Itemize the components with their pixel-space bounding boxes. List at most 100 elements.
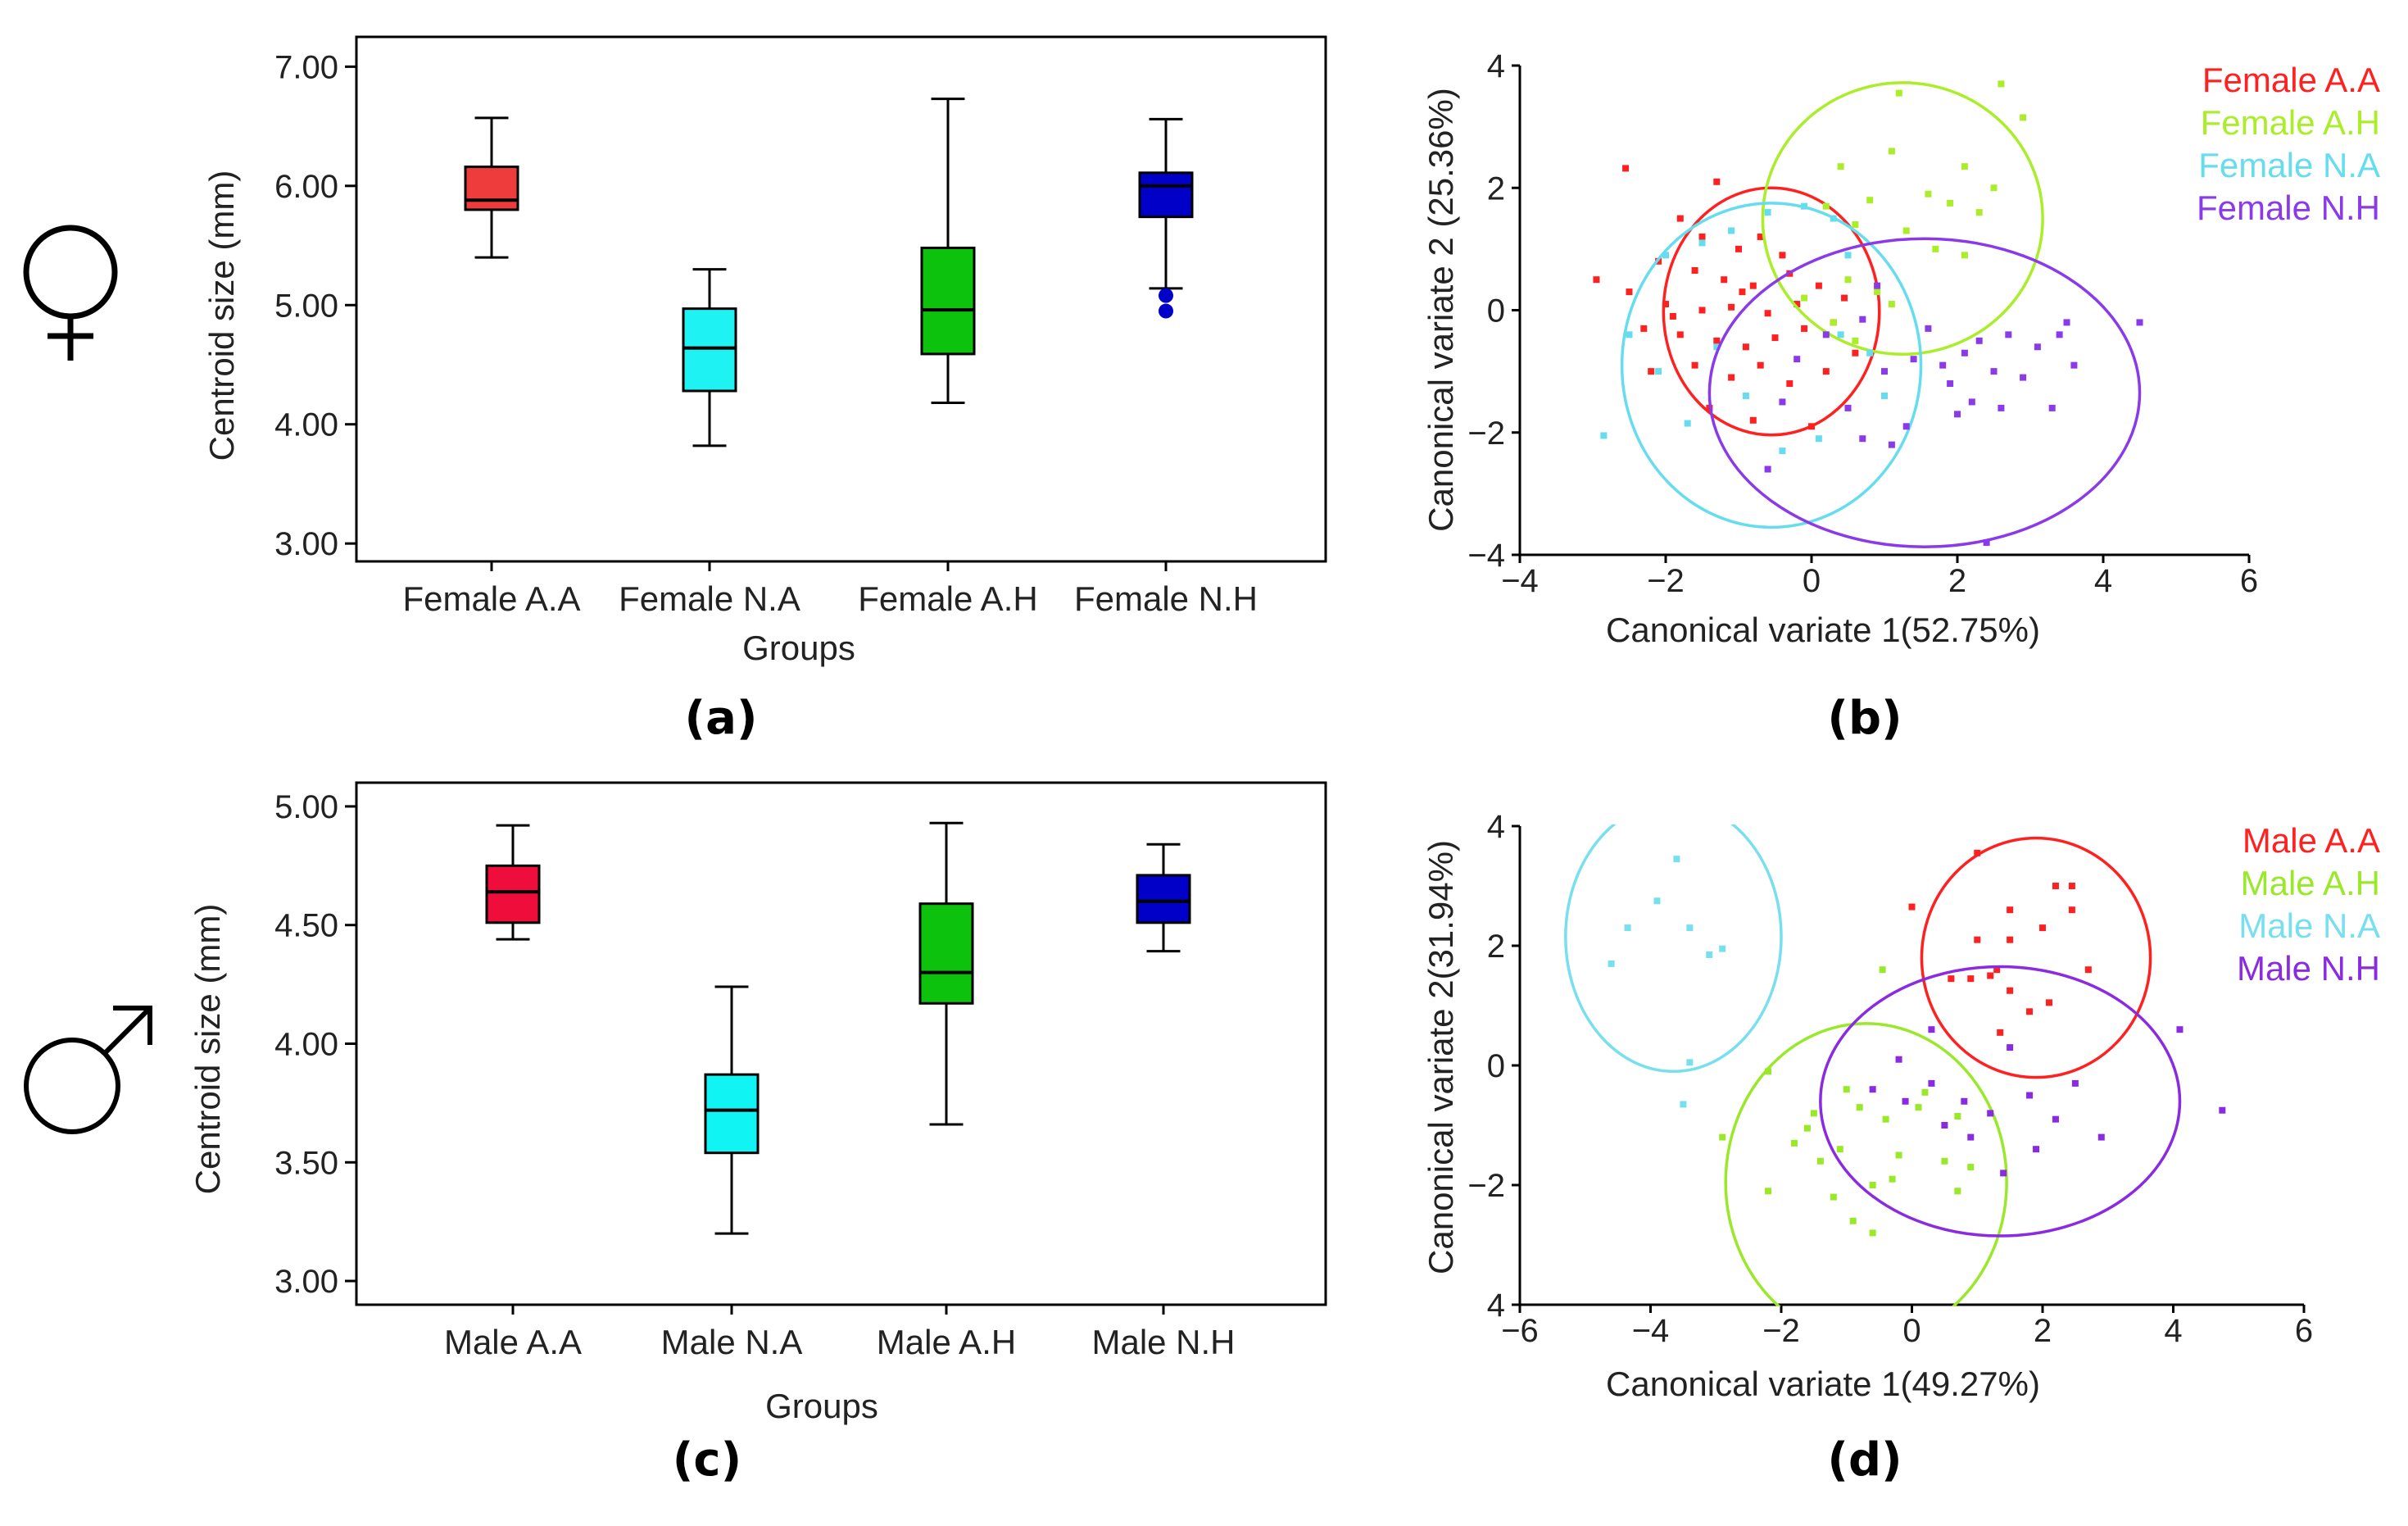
- data-point: [1915, 1104, 1922, 1111]
- data-point: [1749, 282, 1757, 289]
- y-tick-label: 2: [1487, 929, 1505, 965]
- data-point: [1888, 441, 1895, 448]
- data-point: [1764, 209, 1771, 216]
- data-point: [1888, 301, 1895, 308]
- data-point: [1841, 294, 1848, 302]
- data-point: [1698, 307, 1706, 314]
- data-point: [1719, 945, 1726, 952]
- data-point: [1879, 966, 1886, 974]
- data-point: [1928, 1079, 1935, 1087]
- data-point: [1691, 266, 1698, 274]
- plot-area: [1593, 80, 2143, 549]
- x-tick-label: Male A.A: [444, 1323, 582, 1361]
- data-point: [1888, 148, 1895, 155]
- box-iqr: [918, 902, 974, 1005]
- panel-label: (c): [673, 1433, 741, 1487]
- data-point: [1686, 924, 1694, 932]
- box-iqr: [704, 1073, 760, 1155]
- data-point: [1895, 1151, 1902, 1159]
- confidence-ellipse: [1920, 836, 2152, 1079]
- data-point: [1895, 89, 1902, 97]
- data-point: [1816, 1157, 1824, 1165]
- data-point: [1801, 202, 1808, 210]
- data-point: [1815, 282, 1822, 289]
- data-point: [1626, 331, 1633, 338]
- confidence-ellipse: [1620, 202, 1923, 529]
- data-point: [1742, 392, 1749, 399]
- data-point: [1771, 334, 1779, 342]
- box-2: [704, 985, 760, 1235]
- data-point: [1822, 331, 1830, 338]
- data-point: [1655, 368, 1662, 375]
- data-point: [1837, 163, 1844, 170]
- y-tick-label: 4: [1487, 809, 1505, 845]
- data-point: [1975, 209, 1983, 216]
- data-point: [1728, 374, 1735, 381]
- box-iqr: [682, 307, 737, 393]
- legend: Male A.A Male A.H Male N.A Male N.H: [2237, 821, 2380, 988]
- y-tick-label: 5.00: [274, 288, 338, 324]
- data-point: [1801, 325, 1808, 332]
- x-tick-label: −4: [1501, 563, 1539, 599]
- legend: Female A.A Female A.H Female N.A Female N.H: [2197, 61, 2380, 227]
- confidence-ellipse: [1564, 824, 1783, 1074]
- y-tick-label: 4.50: [274, 908, 338, 944]
- data-point: [1765, 1188, 1772, 1195]
- data-point: [2020, 114, 2027, 121]
- data-point: [1947, 199, 1954, 207]
- data-point: [1902, 227, 1910, 234]
- data-point: [1640, 325, 1648, 332]
- y-tick-label: 4: [1487, 48, 1505, 84]
- confidence-ellipse: [1662, 186, 1881, 437]
- confidence-ellipse: [1724, 1022, 2008, 1306]
- data-point: [1882, 1115, 1889, 1123]
- data-point: [1852, 349, 1859, 357]
- data-point: [1859, 435, 1866, 443]
- data-point: [1764, 466, 1771, 473]
- data-point: [1954, 1113, 1961, 1120]
- boxplot-male-centroid: 3.00 3.50 4.00 4.50 5.00 Male A.A Male N.A Male…: [188, 781, 1327, 1487]
- box-iqr: [920, 246, 976, 356]
- data-point: [1889, 1175, 1896, 1183]
- x-axis-label: Groups: [742, 629, 855, 667]
- data-point: [2007, 1044, 2014, 1051]
- data-point: [1844, 276, 1852, 284]
- data-point: [1830, 1193, 1837, 1201]
- data-point: [1844, 252, 1852, 259]
- data-point: [1719, 1133, 1726, 1141]
- data-point: [1684, 420, 1691, 427]
- data-point: [1866, 349, 1874, 357]
- data-point: [2052, 883, 2059, 889]
- data-point: [1954, 411, 1961, 418]
- data-point: [1968, 398, 1975, 406]
- legend-entry: Female A.H: [2201, 103, 2380, 142]
- data-point: [1967, 1133, 1975, 1141]
- data-point: [1925, 325, 1932, 332]
- y-tick-label: −2: [1467, 1168, 1505, 1204]
- data-point: [1801, 294, 1808, 302]
- data-point: [1713, 337, 1721, 344]
- male-symbol-icon: [24, 1006, 152, 1134]
- data-point: [1757, 361, 1764, 369]
- x-tick-label: 0: [1902, 1313, 1921, 1349]
- data-point: [1830, 319, 1837, 326]
- data-point: [1680, 1101, 1687, 1108]
- data-point: [1749, 416, 1757, 424]
- data-point: [2176, 1026, 2184, 1033]
- data-point: [1790, 1139, 1798, 1147]
- data-point: [1902, 423, 1910, 430]
- y-tick-label: 4: [1487, 1288, 1505, 1324]
- box-iqr: [464, 166, 519, 211]
- data-point: [1856, 1104, 1863, 1111]
- data-point: [1990, 184, 1998, 192]
- data-point: [1676, 215, 1684, 222]
- data-point: [1874, 288, 1881, 296]
- data-point: [1600, 432, 1608, 439]
- data-point: [1852, 337, 1859, 344]
- data-point: [1608, 960, 1615, 967]
- data-point: [2007, 936, 2014, 943]
- data-point: [1662, 301, 1669, 308]
- box-4: [1136, 842, 1191, 953]
- x-tick-label: Female A.H: [858, 579, 1037, 618]
